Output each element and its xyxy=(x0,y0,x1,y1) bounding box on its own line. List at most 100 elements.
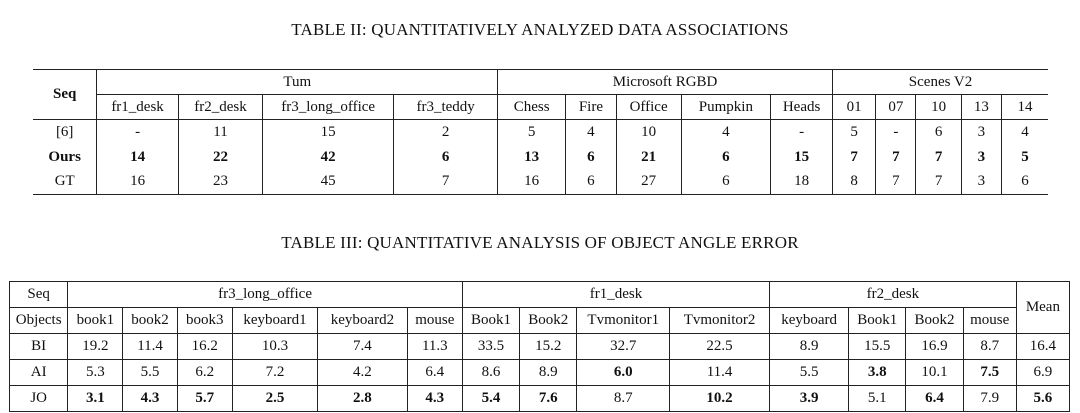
table-cell: 6 xyxy=(915,119,962,145)
angle-error-table: Seq fr3_long_office fr1_desk fr2_desk Mean Ob… xyxy=(8,281,1071,412)
row-label: GT xyxy=(33,169,97,195)
group-header: Scenes V2 xyxy=(832,69,1048,95)
table-cell: 7.9 xyxy=(962,385,1017,412)
table-row: BI 19.2 11.4 16.2 10.3 7.4 11.3 33.5 15.2 32.7 22.… xyxy=(8,333,1071,360)
table-cell: 7.6 xyxy=(519,385,578,412)
column-header: Tvmonitor2 xyxy=(669,307,771,334)
column-header: book2 xyxy=(122,307,178,334)
column-header: 13 xyxy=(960,94,1002,120)
table-cell: 2 xyxy=(393,119,498,145)
table-row: AI 5.3 5.5 6.2 7.2 4.2 6.4 8.6 8.9 6.0 11.4 5.5 3.8 1… xyxy=(8,359,1071,386)
table-cell: 5.5 xyxy=(769,359,850,386)
group-header: Microsoft RGBD xyxy=(497,69,833,95)
table-cell: 3.8 xyxy=(848,359,907,386)
table-cell: 4 xyxy=(680,119,771,145)
row-label: [6] xyxy=(33,119,97,145)
column-header: fr3_long_office xyxy=(262,94,394,120)
column-header: keyboard2 xyxy=(317,307,408,334)
column-header: fr2_desk xyxy=(177,94,263,120)
table-cell: 8 xyxy=(832,169,876,195)
column-header: book1 xyxy=(67,307,124,334)
table-row: Ours 14 22 42 6 13 6 21 6 15 7 7 7 3 5 xyxy=(33,144,1048,170)
table-cell: 6.4 xyxy=(905,385,964,412)
table-cell: 16.9 xyxy=(905,333,964,360)
table-cell: 8.6 xyxy=(461,359,521,386)
column-header: 01 xyxy=(832,94,876,120)
table-cell: 15 xyxy=(262,119,394,145)
table2-caption: TABLE II: QUANTITATIVELY ANALYZED DATA A… xyxy=(291,20,789,39)
table-cell: 10.2 xyxy=(669,385,771,412)
column-header: Book2 xyxy=(519,307,578,334)
table-cell: - xyxy=(875,119,916,145)
table-row: GT 16 23 45 7 16 6 27 6 18 8 7 7 3 6 xyxy=(33,169,1048,195)
column-header: keyboard1 xyxy=(231,307,319,334)
table-cell: 7 xyxy=(875,169,916,195)
data-association-table: Seq Tum Microsoft RGBD Scenes V2 fr1_desk fr2… xyxy=(33,69,1048,195)
table-cell: 15 xyxy=(770,144,833,170)
table-cell: 7.5 xyxy=(962,359,1017,386)
column-header: Office xyxy=(615,94,682,120)
table-cell: 3.9 xyxy=(769,385,850,412)
column-header: book3 xyxy=(176,307,233,334)
column-header: fr1_desk xyxy=(96,94,179,120)
table-cell: 6 xyxy=(1000,169,1048,195)
seq-header: Seq xyxy=(33,69,97,120)
table-cell: 11.4 xyxy=(122,333,178,360)
column-header: Chess xyxy=(497,94,566,120)
column-header: 14 xyxy=(1000,94,1048,120)
column-header: Fire xyxy=(565,94,617,120)
table-cell: 11 xyxy=(177,119,263,145)
table-cell: 15.5 xyxy=(848,333,907,360)
row-label: BI xyxy=(8,333,69,360)
table-cell: 16 xyxy=(96,169,179,195)
table-cell: 5 xyxy=(497,119,566,145)
column-header: Tvmonitor1 xyxy=(576,307,671,334)
table-cell: 15.2 xyxy=(519,333,578,360)
table-cell: 22.5 xyxy=(669,333,771,360)
row-label: JO xyxy=(8,385,69,412)
table-cell: 14 xyxy=(96,144,179,170)
column-header: mouse xyxy=(406,307,463,334)
table-cell: 10.1 xyxy=(905,359,964,386)
table-cell: 6.4 xyxy=(406,359,463,386)
table-cell: 6.9 xyxy=(1015,359,1071,386)
table-cell: 6 xyxy=(393,144,498,170)
column-header: Book1 xyxy=(848,307,907,334)
table-cell: 3 xyxy=(960,169,1002,195)
table-cell: 4 xyxy=(1000,119,1048,145)
table-cell: 16.4 xyxy=(1015,333,1071,360)
table-cell: 4.2 xyxy=(317,359,408,386)
column-header: Book2 xyxy=(905,307,964,334)
table-cell: 7 xyxy=(875,144,916,170)
group-header-row: Seq Tum Microsoft RGBD Scenes V2 xyxy=(33,69,1048,120)
table-cell: 8.9 xyxy=(769,333,850,360)
table-cell: 4.3 xyxy=(122,385,178,412)
table-cell: 5.6 xyxy=(1015,385,1071,412)
table-cell: 23 xyxy=(177,169,263,195)
mean-header: Mean xyxy=(1015,281,1071,334)
table-cell: 2.5 xyxy=(231,385,319,412)
group-header: fr2_desk xyxy=(769,281,1017,308)
table-cell: 3 xyxy=(960,119,1002,145)
table-cell: 10 xyxy=(615,119,682,145)
table-cell: 18 xyxy=(770,169,833,195)
column-header-row: fr1_desk fr2_desk fr3_long_office fr3_teddy… xyxy=(33,94,1048,120)
table-cell: 7 xyxy=(832,144,876,170)
table-cell: 4 xyxy=(565,119,617,145)
table-cell: 7 xyxy=(393,169,498,195)
table-cell: 7 xyxy=(915,169,962,195)
seq-header: Seq xyxy=(8,281,69,308)
table3-caption: TABLE III: QUANTITATIVE ANALYSIS OF OBJE… xyxy=(281,233,799,252)
table-cell: 7.2 xyxy=(231,359,319,386)
table-cell: 5.5 xyxy=(122,359,178,386)
table-cell: 6 xyxy=(680,169,771,195)
table-cell: 6 xyxy=(565,144,617,170)
column-header-row: Objects book1 book2 book3 keyboard1 keyboard2… xyxy=(8,307,1070,334)
table-cell: 5 xyxy=(1000,144,1048,170)
column-header: Pumpkin xyxy=(680,94,771,120)
table-cell: 8.7 xyxy=(962,333,1017,360)
table-cell: 6 xyxy=(565,169,617,195)
column-header: Heads xyxy=(770,94,833,120)
table-cell: 6.0 xyxy=(576,359,671,386)
table-cell: 45 xyxy=(262,169,394,195)
